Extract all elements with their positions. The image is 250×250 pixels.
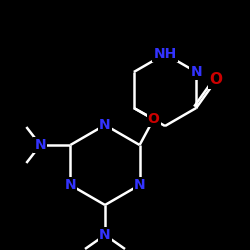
Text: N: N [99, 118, 111, 132]
Text: O: O [148, 112, 160, 126]
Text: N: N [34, 138, 46, 152]
Text: N: N [190, 65, 202, 79]
Text: N: N [134, 178, 145, 192]
Text: O: O [210, 72, 223, 88]
Text: N: N [64, 178, 76, 192]
Text: N: N [99, 228, 111, 242]
Text: NH: NH [154, 47, 176, 61]
